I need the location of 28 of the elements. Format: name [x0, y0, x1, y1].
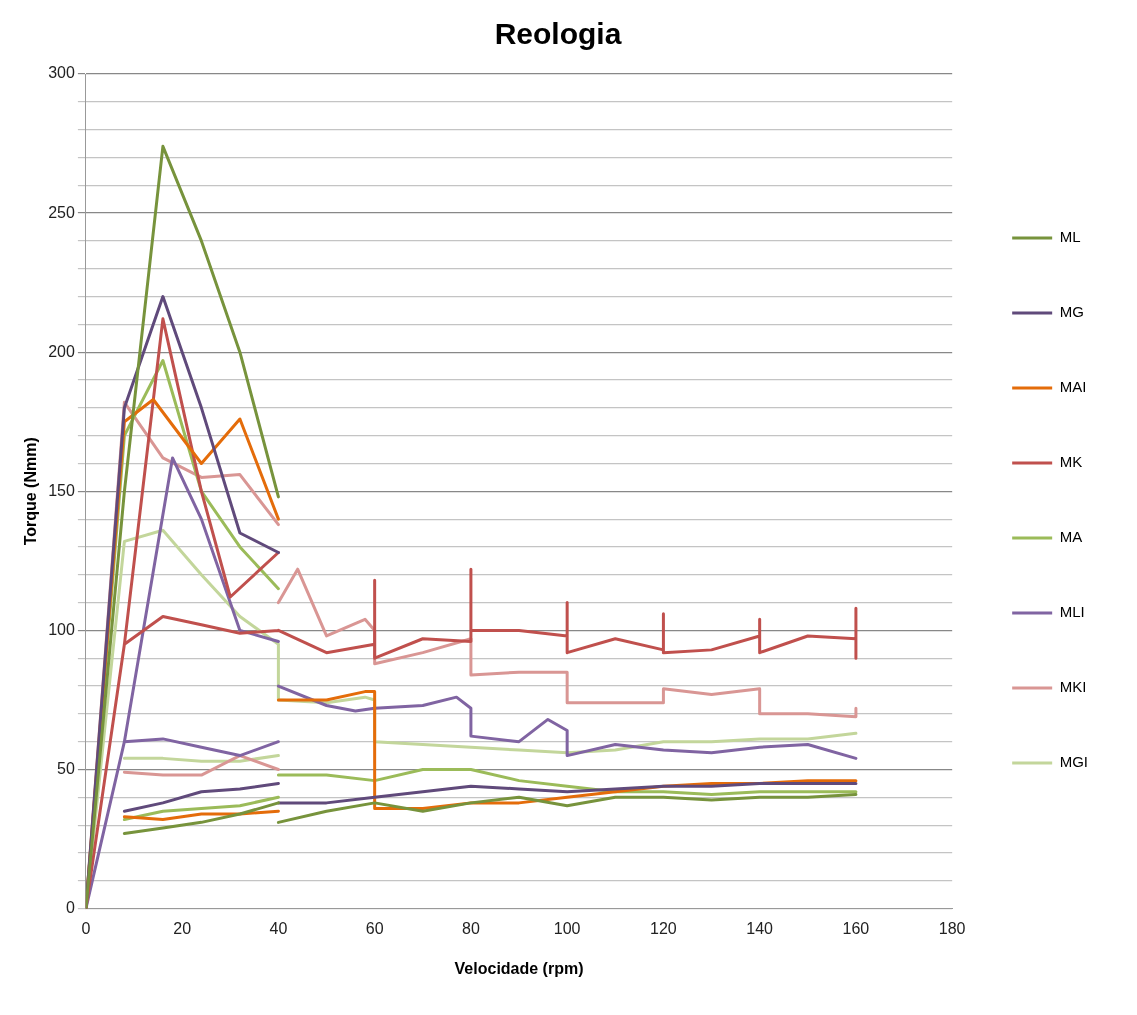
y-axis-title: Torque (Nmm) — [22, 437, 40, 546]
y-tick-label: 250 — [48, 203, 75, 221]
y-tick-label: 0 — [65, 899, 75, 917]
legend-label: MG — [1059, 303, 1084, 321]
x-tick-label: 140 — [746, 919, 774, 937]
y-tick-label: 200 — [48, 342, 75, 360]
legend-label: MA — [1059, 528, 1083, 546]
y-tick-label: 150 — [48, 481, 75, 499]
x-tick-label: 100 — [553, 919, 581, 937]
x-tick-label: 160 — [842, 919, 870, 937]
y-tick-label: 300 — [48, 64, 75, 82]
legend-label: MKI — [1059, 678, 1087, 696]
legend-label: MAI — [1059, 378, 1087, 396]
legend-label: ML — [1059, 228, 1081, 246]
y-tick-label: 100 — [48, 620, 75, 638]
x-axis-title: Velocidade (rpm) — [454, 959, 584, 977]
x-tick-label: 40 — [269, 919, 288, 937]
x-tick-label: 120 — [650, 919, 677, 937]
x-tick-label: 180 — [938, 919, 966, 937]
legend-label: MK — [1059, 453, 1083, 471]
x-tick-label: 0 — [81, 919, 91, 937]
x-tick-label: 80 — [462, 919, 480, 937]
y-tick-label: 50 — [57, 759, 75, 777]
x-tick-label: 20 — [173, 919, 192, 937]
legend-label: MLI — [1059, 603, 1085, 621]
legend-label: MGI — [1059, 753, 1089, 771]
chart-title: Reologia — [494, 17, 622, 51]
x-tick-label: 60 — [365, 919, 384, 937]
